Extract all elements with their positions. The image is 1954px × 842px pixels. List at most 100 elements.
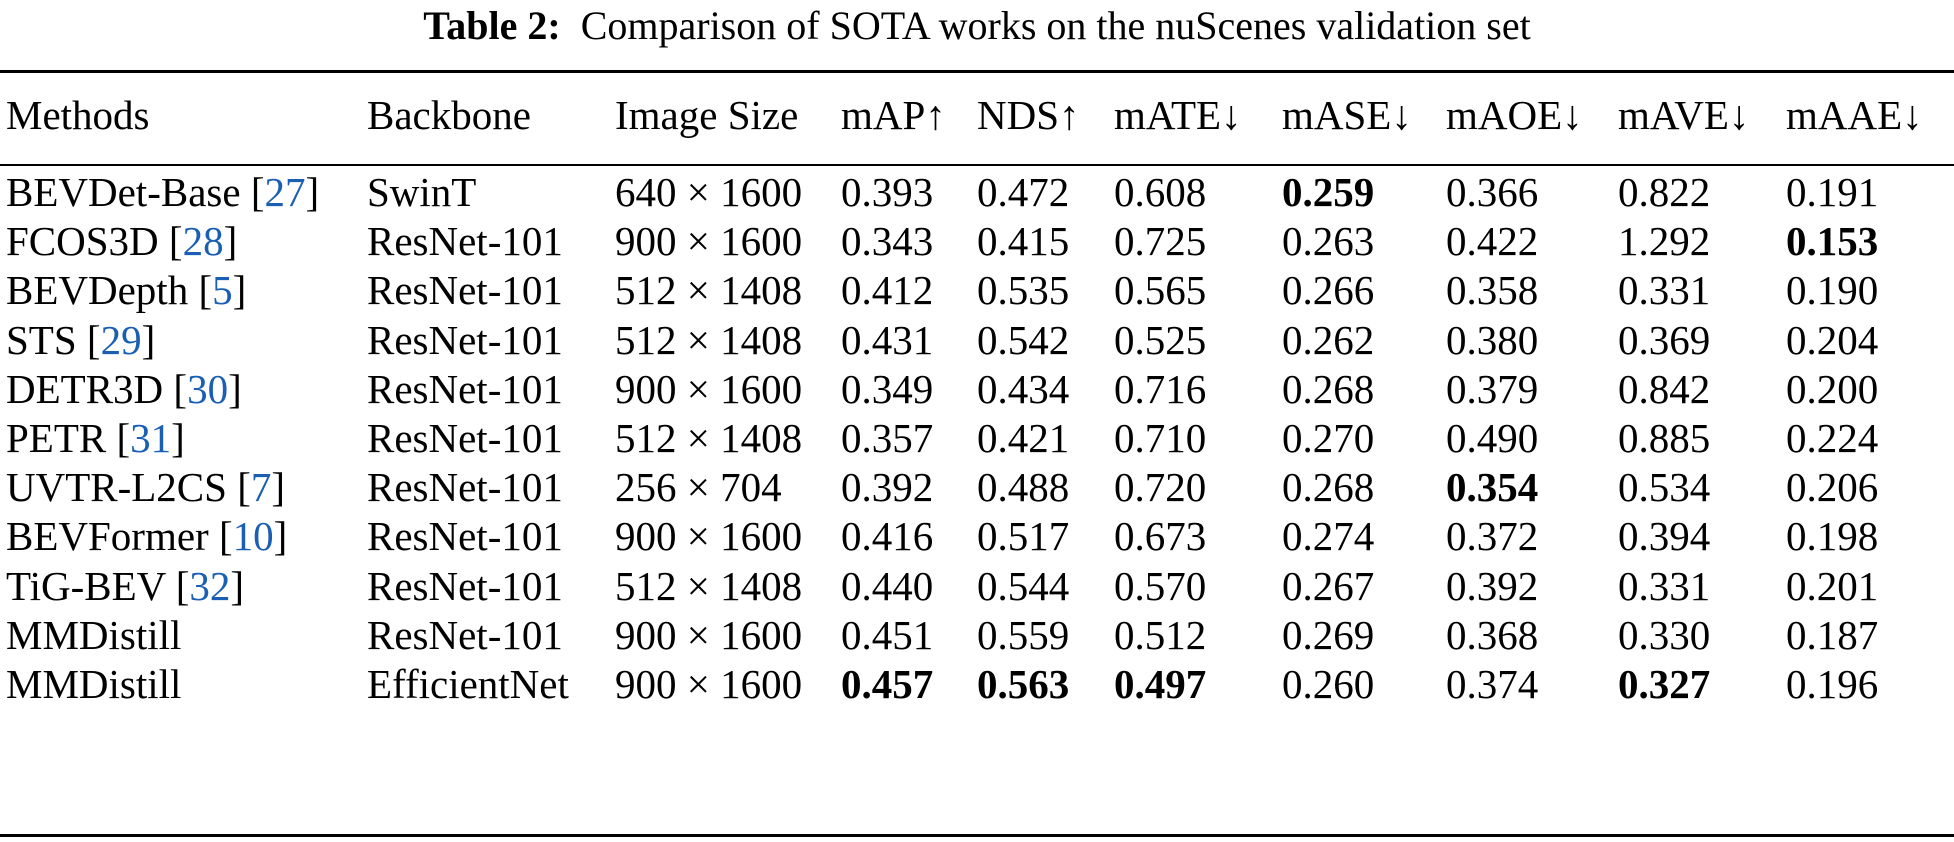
maoe-cell: 0.354 (1446, 464, 1539, 511)
mase-cell: 0.267 (1282, 562, 1375, 609)
maae-cell: 0.191 (1786, 169, 1879, 215)
method-name: FCOS3D (6, 218, 159, 265)
maoe-cell: 0.392 (1446, 562, 1539, 609)
mate-cell: 0.710 (1114, 415, 1207, 461)
nds-cell: 0.434 (977, 365, 1070, 412)
citation-link[interactable]: 5 (212, 267, 233, 314)
table-header-rule (0, 164, 1954, 166)
mate-cell: 0.725 (1114, 218, 1207, 265)
backbone-cell: ResNet-101 (367, 316, 563, 363)
table-top-rule (0, 70, 1954, 73)
nds-cell: 0.559 (977, 611, 1070, 658)
image-size-cell: 900 × 1600 (615, 513, 803, 560)
backbone-cell: ResNet-101 (367, 562, 563, 609)
nds-cell: 0.488 (977, 464, 1070, 511)
mase-cell: 0.266 (1282, 267, 1375, 314)
maae-cell: 0.200 (1786, 365, 1879, 412)
citation-link[interactable]: 31 (130, 415, 172, 461)
map-cell: 0.357 (841, 415, 934, 461)
citation-link[interactable]: 29 (100, 316, 142, 363)
mate-cell: 0.497 (1114, 661, 1207, 707)
mase-cell: 0.263 (1282, 218, 1375, 265)
method-cell: TiG-BEV [32] (6, 562, 245, 609)
maoe-cell: 0.379 (1446, 365, 1539, 412)
nds-cell: 0.415 (977, 218, 1070, 265)
mave-cell: 0.331 (1618, 267, 1711, 314)
citation-link[interactable]: 10 (232, 513, 274, 560)
table-header-row: Methods Backbone Image Size mAP↑ NDS↑ mATE↓ mA… (0, 70, 1954, 138)
header-mate: mATE↓ (1114, 92, 1242, 138)
image-size-cell: 900 × 1600 (615, 365, 803, 412)
header-maoe: mAOE↓ (1446, 92, 1583, 138)
mave-cell: 0.842 (1618, 365, 1711, 412)
header-map: mAP↑ (841, 92, 946, 138)
image-size-cell: 512 × 1408 (615, 316, 803, 363)
citation-link[interactable]: 7 (250, 464, 272, 511)
mate-cell: 0.565 (1114, 267, 1207, 314)
map-cell: 0.440 (841, 562, 934, 609)
maoe-cell: 0.372 (1446, 513, 1539, 560)
mate-cell: 0.673 (1114, 513, 1207, 560)
table-row: BEVFormer [10] ResNet-101 900 × 1600 0.416 0… (0, 506, 1954, 567)
table-caption: Table 2: Comparison of SOTA works on the… (0, 0, 1954, 52)
table-row: PETR [31] ResNet-101 512 × 1408 0.357 0.421 0… (0, 408, 1954, 469)
method-name: BEVDet-Base (6, 169, 241, 215)
header-image-size: Image Size (615, 92, 799, 138)
header-nds: NDS↑ (977, 92, 1080, 138)
backbone-cell: ResNet-101 (367, 267, 563, 314)
method-cell: BEVDepth [5] (6, 267, 247, 314)
mave-cell: 0.534 (1618, 464, 1711, 511)
method-name: BEVFormer (6, 513, 209, 560)
header-mave: mAVE↓ (1618, 92, 1750, 138)
map-cell: 0.393 (841, 169, 934, 215)
citation-link[interactable]: 32 (189, 562, 231, 609)
maae-cell: 0.190 (1786, 267, 1879, 314)
image-size-cell: 512 × 1408 (615, 267, 803, 314)
image-size-cell: 512 × 1408 (615, 562, 803, 609)
mate-cell: 0.512 (1114, 611, 1207, 658)
mate-cell: 0.608 (1114, 169, 1207, 215)
maoe-cell: 0.380 (1446, 316, 1539, 363)
map-cell: 0.349 (841, 365, 934, 412)
map-cell: 0.451 (841, 611, 934, 658)
mate-cell: 0.525 (1114, 316, 1207, 363)
mase-cell: 0.270 (1282, 415, 1375, 461)
maae-cell: 0.206 (1786, 464, 1879, 511)
citation-link[interactable]: 30 (187, 365, 229, 412)
mave-cell: 0.394 (1618, 513, 1711, 560)
maae-cell: 0.196 (1786, 661, 1879, 707)
mate-cell: 0.716 (1114, 365, 1207, 412)
image-size-cell: 900 × 1600 (615, 218, 803, 265)
maoe-cell: 0.374 (1446, 661, 1539, 707)
method-name: UVTR-L2CS (6, 464, 227, 511)
nds-cell: 0.517 (977, 513, 1070, 560)
backbone-cell: EfficientNet (367, 661, 569, 707)
table-row: UVTR-L2CS [7] ResNet-101 256 × 704 0.392 0.4… (0, 457, 1954, 518)
maoe-cell: 0.358 (1446, 267, 1539, 314)
backbone-cell: SwinT (367, 169, 477, 215)
maae-cell: 0.153 (1786, 218, 1879, 265)
backbone-cell: ResNet-101 (367, 415, 563, 461)
image-size-cell: 900 × 1600 (615, 611, 803, 658)
mase-cell: 0.262 (1282, 316, 1375, 363)
nds-cell: 0.421 (977, 415, 1070, 461)
image-size-cell: 512 × 1408 (615, 415, 803, 461)
method-cell: BEVFormer [10] (6, 513, 288, 560)
mase-cell: 0.260 (1282, 661, 1375, 707)
method-cell: STS [29] (6, 316, 156, 363)
backbone-cell: ResNet-101 (367, 611, 563, 658)
citation-link[interactable]: 27 (264, 169, 306, 215)
mate-cell: 0.570 (1114, 562, 1207, 609)
method-name: BEVDepth (6, 267, 189, 314)
header-maae: mAAE↓ (1786, 92, 1923, 138)
mase-cell: 0.268 (1282, 365, 1375, 412)
table-caption-label: Table 2: (423, 3, 561, 48)
citation-link[interactable]: 28 (182, 218, 224, 265)
mave-cell: 0.330 (1618, 611, 1711, 658)
method-cell: PETR [31] (6, 415, 185, 461)
method-name: PETR (6, 415, 107, 461)
maae-cell: 0.201 (1786, 562, 1879, 609)
method-cell: FCOS3D [28] (6, 218, 238, 265)
mave-cell: 1.292 (1618, 218, 1711, 265)
mase-cell: 0.274 (1282, 513, 1375, 560)
